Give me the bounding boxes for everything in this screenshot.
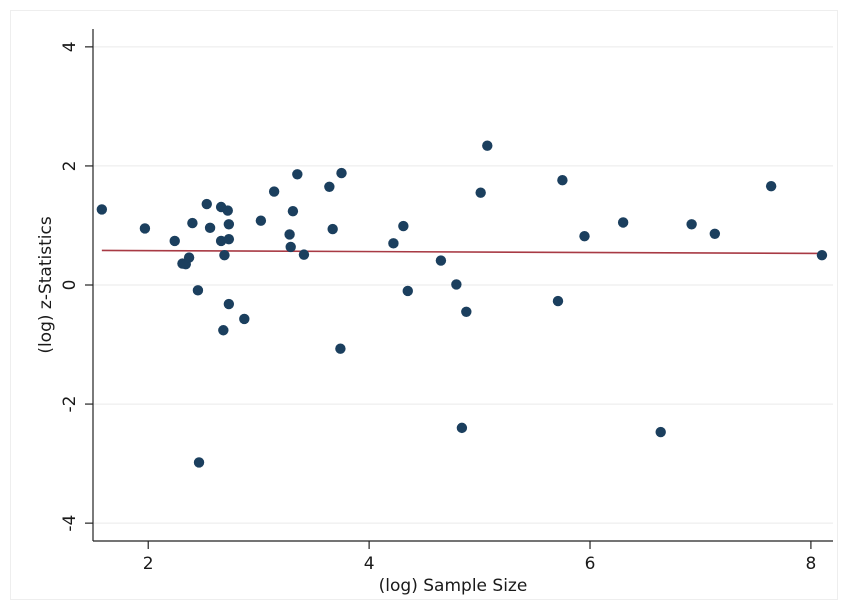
x-tick-label: 8: [805, 554, 816, 574]
y-tick-label: 2: [60, 161, 80, 172]
grid-lines: [93, 46, 833, 524]
data-point: [451, 279, 462, 290]
y-axis-title: (log) z-Statistics: [36, 216, 56, 353]
data-point: [284, 229, 295, 240]
y-tick-label: -2: [60, 396, 80, 413]
x-axis-ticks: 2 4 6 8: [143, 541, 816, 574]
data-point: [336, 167, 347, 179]
y-tick-label: -4: [60, 515, 80, 532]
data-point: [655, 426, 666, 438]
data-point: [239, 313, 250, 325]
data-point: [96, 204, 108, 215]
data-point: [223, 219, 235, 230]
data-point: [552, 295, 564, 307]
data-point: [461, 306, 472, 317]
data-point: [686, 219, 697, 230]
data-point: [218, 325, 229, 336]
data-point: [193, 457, 205, 468]
data-point: [475, 187, 486, 198]
data-point: [335, 343, 346, 354]
data-point: [139, 223, 151, 234]
x-axis-title: (log) Sample Size: [379, 576, 528, 596]
data-point: [268, 186, 280, 197]
scatter-chart: -4 -2 0 2 4 2 4 6 8 (log) Sample Size (log) z-S…: [36, 29, 833, 596]
data-point: [169, 235, 180, 247]
x-tick-label: 4: [364, 554, 375, 574]
chart-frame: -4 -2 0 2 4 2 4 6 8 (log) Sample Size (log) z-S…: [10, 10, 838, 600]
data-point: [298, 249, 310, 260]
data-point: [709, 228, 721, 239]
data-point: [388, 238, 399, 249]
data-point: [222, 205, 233, 216]
data-point: [557, 175, 568, 186]
data-point: [324, 181, 335, 192]
data-point: [223, 233, 235, 245]
data-point: [204, 222, 216, 234]
data-point: [482, 140, 493, 151]
data-point: [435, 255, 447, 266]
data-point: [192, 285, 204, 296]
fitted-line: [101, 249, 822, 255]
data-point: [579, 230, 590, 242]
data-point: [287, 205, 299, 217]
y-axis-ticks: -4 -2 0 2 4: [60, 41, 93, 532]
y-tick-label: 0: [60, 280, 80, 291]
data-point: [327, 223, 338, 235]
data-point: [456, 422, 468, 434]
data-point: [398, 220, 409, 232]
data-point: [223, 298, 235, 310]
fitted-line-layer: [101, 249, 822, 255]
data-point: [183, 252, 195, 263]
data-points: [96, 140, 828, 468]
data-point: [816, 250, 828, 261]
data-point: [219, 250, 230, 261]
x-tick-label: 2: [143, 554, 154, 574]
data-point: [765, 180, 777, 192]
data-point: [201, 198, 212, 210]
data-point: [255, 215, 267, 226]
data-point: [292, 169, 303, 180]
data-point: [285, 241, 296, 253]
y-tick-label: 4: [60, 41, 80, 52]
x-tick-label: 6: [585, 554, 596, 574]
data-point: [402, 285, 413, 297]
data-point: [187, 217, 198, 229]
data-point: [617, 217, 629, 228]
